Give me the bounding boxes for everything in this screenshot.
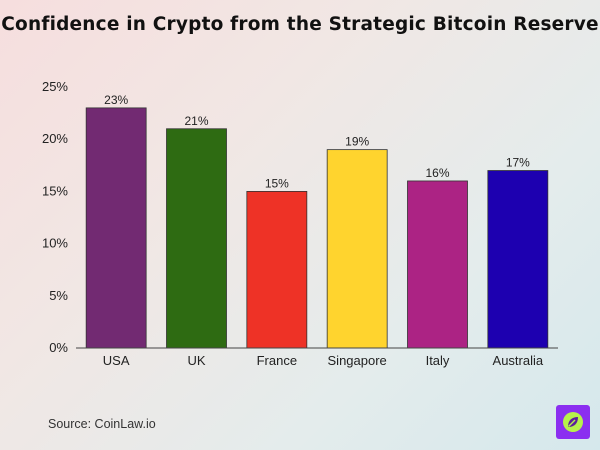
bar-value-label: 17% (506, 156, 530, 170)
x-tick-label: Singapore (328, 353, 387, 368)
y-axis: 0% 5% 10% 15% 20% 25% (42, 79, 68, 355)
y-tick-label: 25% (42, 79, 68, 94)
y-tick-label: 10% (42, 236, 68, 251)
x-tick-label: Italy (426, 353, 450, 368)
coinlaw-leaf-logo-icon (556, 405, 590, 439)
x-tick-label: UK (187, 353, 205, 368)
bars: 23% 21% 15% 19% 16% 17% (85, 93, 549, 349)
x-tick-label: France (257, 353, 297, 368)
bar-uk (166, 128, 227, 349)
y-tick-label: 5% (49, 288, 68, 303)
bar-value-label: 15% (265, 176, 289, 190)
bar-value-label: 21% (184, 114, 208, 128)
y-tick-label: 20% (42, 131, 68, 146)
bar-value-label: 23% (104, 93, 128, 107)
x-tick-label: USA (103, 353, 130, 368)
bar-italy (407, 180, 468, 349)
bar-usa (85, 107, 147, 349)
bar-value-label: 16% (425, 166, 449, 180)
y-tick-label: 0% (49, 340, 68, 355)
x-axis: USA UK France Singapore Italy Australia (103, 353, 544, 368)
source-note: Source: CoinLaw.io (48, 417, 156, 431)
bar-france (246, 190, 308, 349)
bar-australia (487, 170, 549, 349)
x-tick-label: Australia (493, 353, 544, 368)
chart-title: Confidence in Crypto from the Strategic … (1, 14, 599, 35)
bar-singapore (326, 149, 388, 349)
y-tick-label: 15% (42, 183, 68, 198)
bar-value-label: 19% (345, 135, 369, 149)
